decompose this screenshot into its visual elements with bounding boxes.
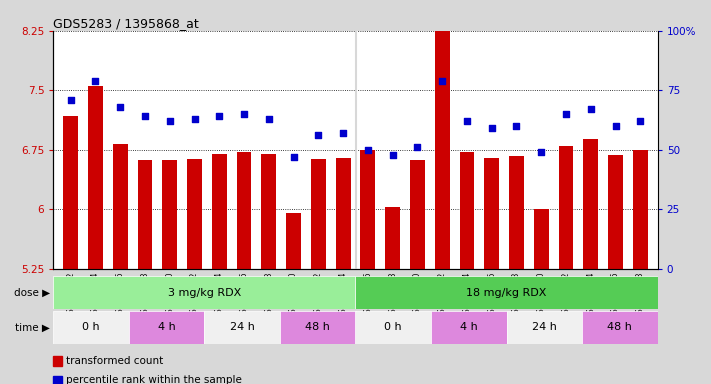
Bar <box>509 156 524 384</box>
Bar <box>459 152 474 384</box>
Bar <box>506 311 582 344</box>
Point <box>560 111 572 117</box>
Bar <box>434 15 449 384</box>
Bar <box>262 154 277 384</box>
Bar <box>137 160 152 384</box>
Point <box>288 154 299 160</box>
Bar <box>129 311 205 344</box>
Text: time ▶: time ▶ <box>15 322 50 333</box>
Bar <box>53 311 129 344</box>
Text: 4 h: 4 h <box>158 322 176 333</box>
Point <box>585 106 597 113</box>
Bar <box>336 158 351 384</box>
Point <box>65 97 76 103</box>
Bar <box>534 209 549 384</box>
Bar <box>356 311 431 344</box>
Point <box>164 118 176 124</box>
Point <box>139 113 151 119</box>
Point <box>535 149 547 155</box>
Point <box>114 104 126 110</box>
Bar <box>286 213 301 384</box>
Text: 18 mg/kg RDX: 18 mg/kg RDX <box>466 288 547 298</box>
Bar <box>113 144 128 384</box>
Point <box>437 78 448 84</box>
Bar <box>162 160 177 384</box>
Point <box>213 113 225 119</box>
Point <box>486 125 498 131</box>
Bar <box>212 154 227 384</box>
Text: 0 h: 0 h <box>385 322 402 333</box>
Bar <box>431 311 506 344</box>
Text: 3 mg/kg RDX: 3 mg/kg RDX <box>168 288 241 298</box>
Bar <box>187 159 202 384</box>
Point <box>510 123 522 129</box>
Bar <box>63 116 78 384</box>
Text: percentile rank within the sample: percentile rank within the sample <box>66 375 242 384</box>
Text: transformed count: transformed count <box>66 356 164 366</box>
Point <box>313 132 324 139</box>
Point <box>387 151 398 157</box>
Text: 24 h: 24 h <box>532 322 557 333</box>
Point <box>238 111 250 117</box>
Point <box>90 78 101 84</box>
Bar <box>311 159 326 384</box>
Point <box>635 118 646 124</box>
Bar <box>633 150 648 384</box>
Bar <box>280 311 356 344</box>
Text: 48 h: 48 h <box>305 322 330 333</box>
Bar <box>237 152 252 384</box>
Bar <box>583 139 598 384</box>
Point <box>189 116 201 122</box>
Point <box>362 147 373 153</box>
Bar <box>608 155 623 384</box>
Text: dose ▶: dose ▶ <box>14 288 50 298</box>
Bar <box>484 158 499 384</box>
Point <box>263 116 274 122</box>
Bar <box>410 160 425 384</box>
Bar <box>385 207 400 384</box>
Bar <box>356 276 658 309</box>
Point <box>338 130 349 136</box>
Bar <box>88 86 103 384</box>
Text: 48 h: 48 h <box>607 322 632 333</box>
Bar <box>53 276 356 309</box>
Bar <box>559 146 574 384</box>
Bar <box>360 150 375 384</box>
Text: 0 h: 0 h <box>82 322 100 333</box>
Bar <box>582 311 658 344</box>
Point <box>610 123 621 129</box>
Text: 4 h: 4 h <box>460 322 478 333</box>
Text: GDS5283 / 1395868_at: GDS5283 / 1395868_at <box>53 17 199 30</box>
Bar <box>205 311 280 344</box>
Point <box>412 144 423 151</box>
Text: 24 h: 24 h <box>230 322 255 333</box>
Point <box>461 118 473 124</box>
